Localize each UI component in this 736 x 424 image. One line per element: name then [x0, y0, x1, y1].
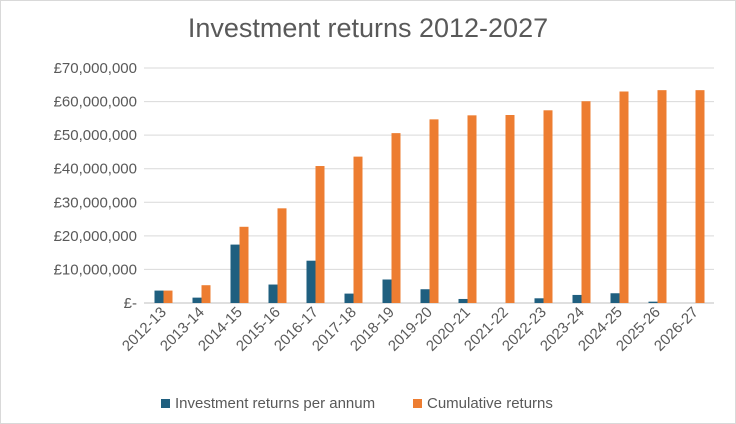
legend: Investment returns per annum Cumulative r… — [161, 395, 553, 412]
y-tick-label: £10,000,000 — [54, 261, 137, 278]
bar-cumulative-return — [163, 290, 173, 303]
bar-annual-return — [230, 244, 240, 303]
bar-annual-return — [572, 294, 582, 303]
bars — [154, 90, 705, 304]
bar-cumulative-return — [543, 110, 553, 303]
bar-cumulative-return — [619, 91, 629, 303]
bar-annual-return — [534, 298, 544, 303]
y-tick-label: £40,000,000 — [54, 161, 137, 178]
bar-cumulative-return — [695, 90, 705, 303]
bar-cumulative-return — [353, 156, 363, 303]
legend-label: Cumulative returns — [427, 395, 553, 412]
bar-annual-return — [648, 301, 658, 303]
y-tick-label: £50,000,000 — [54, 127, 137, 144]
bar-cumulative-return — [467, 115, 477, 303]
legend-item: Investment returns per annum — [161, 395, 375, 412]
y-tick-label: £20,000,000 — [54, 228, 137, 245]
y-tick-label: £70,000,000 — [54, 60, 137, 77]
legend-swatch — [161, 399, 170, 408]
x-axis-tick-labels: 2012-132013-142014-152015-162016-172017-… — [119, 304, 702, 355]
bar-cumulative-return — [315, 166, 325, 303]
y-axis-tick-labels: £- £10,000,000 £20,000,000 £30,000,000 £40,0… — [54, 60, 137, 312]
bar-annual-return — [344, 293, 354, 303]
y-tick-label: £60,000,000 — [54, 94, 137, 111]
legend-label: Investment returns per annum — [175, 395, 375, 412]
chart-title: Investment returns 2012-2027 — [188, 13, 548, 43]
bar-annual-return — [610, 293, 620, 303]
bar-cumulative-return — [581, 101, 591, 304]
bar-cumulative-return — [429, 119, 439, 303]
bar-annual-return — [154, 290, 164, 303]
bar-annual-return — [192, 297, 202, 303]
legend-item: Cumulative returns — [413, 395, 553, 412]
bar-cumulative-return — [657, 90, 667, 303]
bar-cumulative-return — [277, 208, 287, 303]
bar-annual-return — [306, 260, 316, 303]
bar-annual-return — [420, 289, 430, 303]
bar-cumulative-return — [505, 115, 515, 303]
y-tick-label: £- — [124, 295, 137, 312]
y-tick-label: £30,000,000 — [54, 194, 137, 211]
bar-annual-return — [458, 298, 468, 303]
bar-annual-return — [382, 279, 392, 303]
bar-cumulative-return — [239, 226, 249, 303]
bar-annual-return — [268, 284, 278, 303]
legend-swatch — [413, 399, 422, 408]
bar-cumulative-return — [201, 285, 211, 303]
bar-cumulative-return — [391, 133, 401, 303]
